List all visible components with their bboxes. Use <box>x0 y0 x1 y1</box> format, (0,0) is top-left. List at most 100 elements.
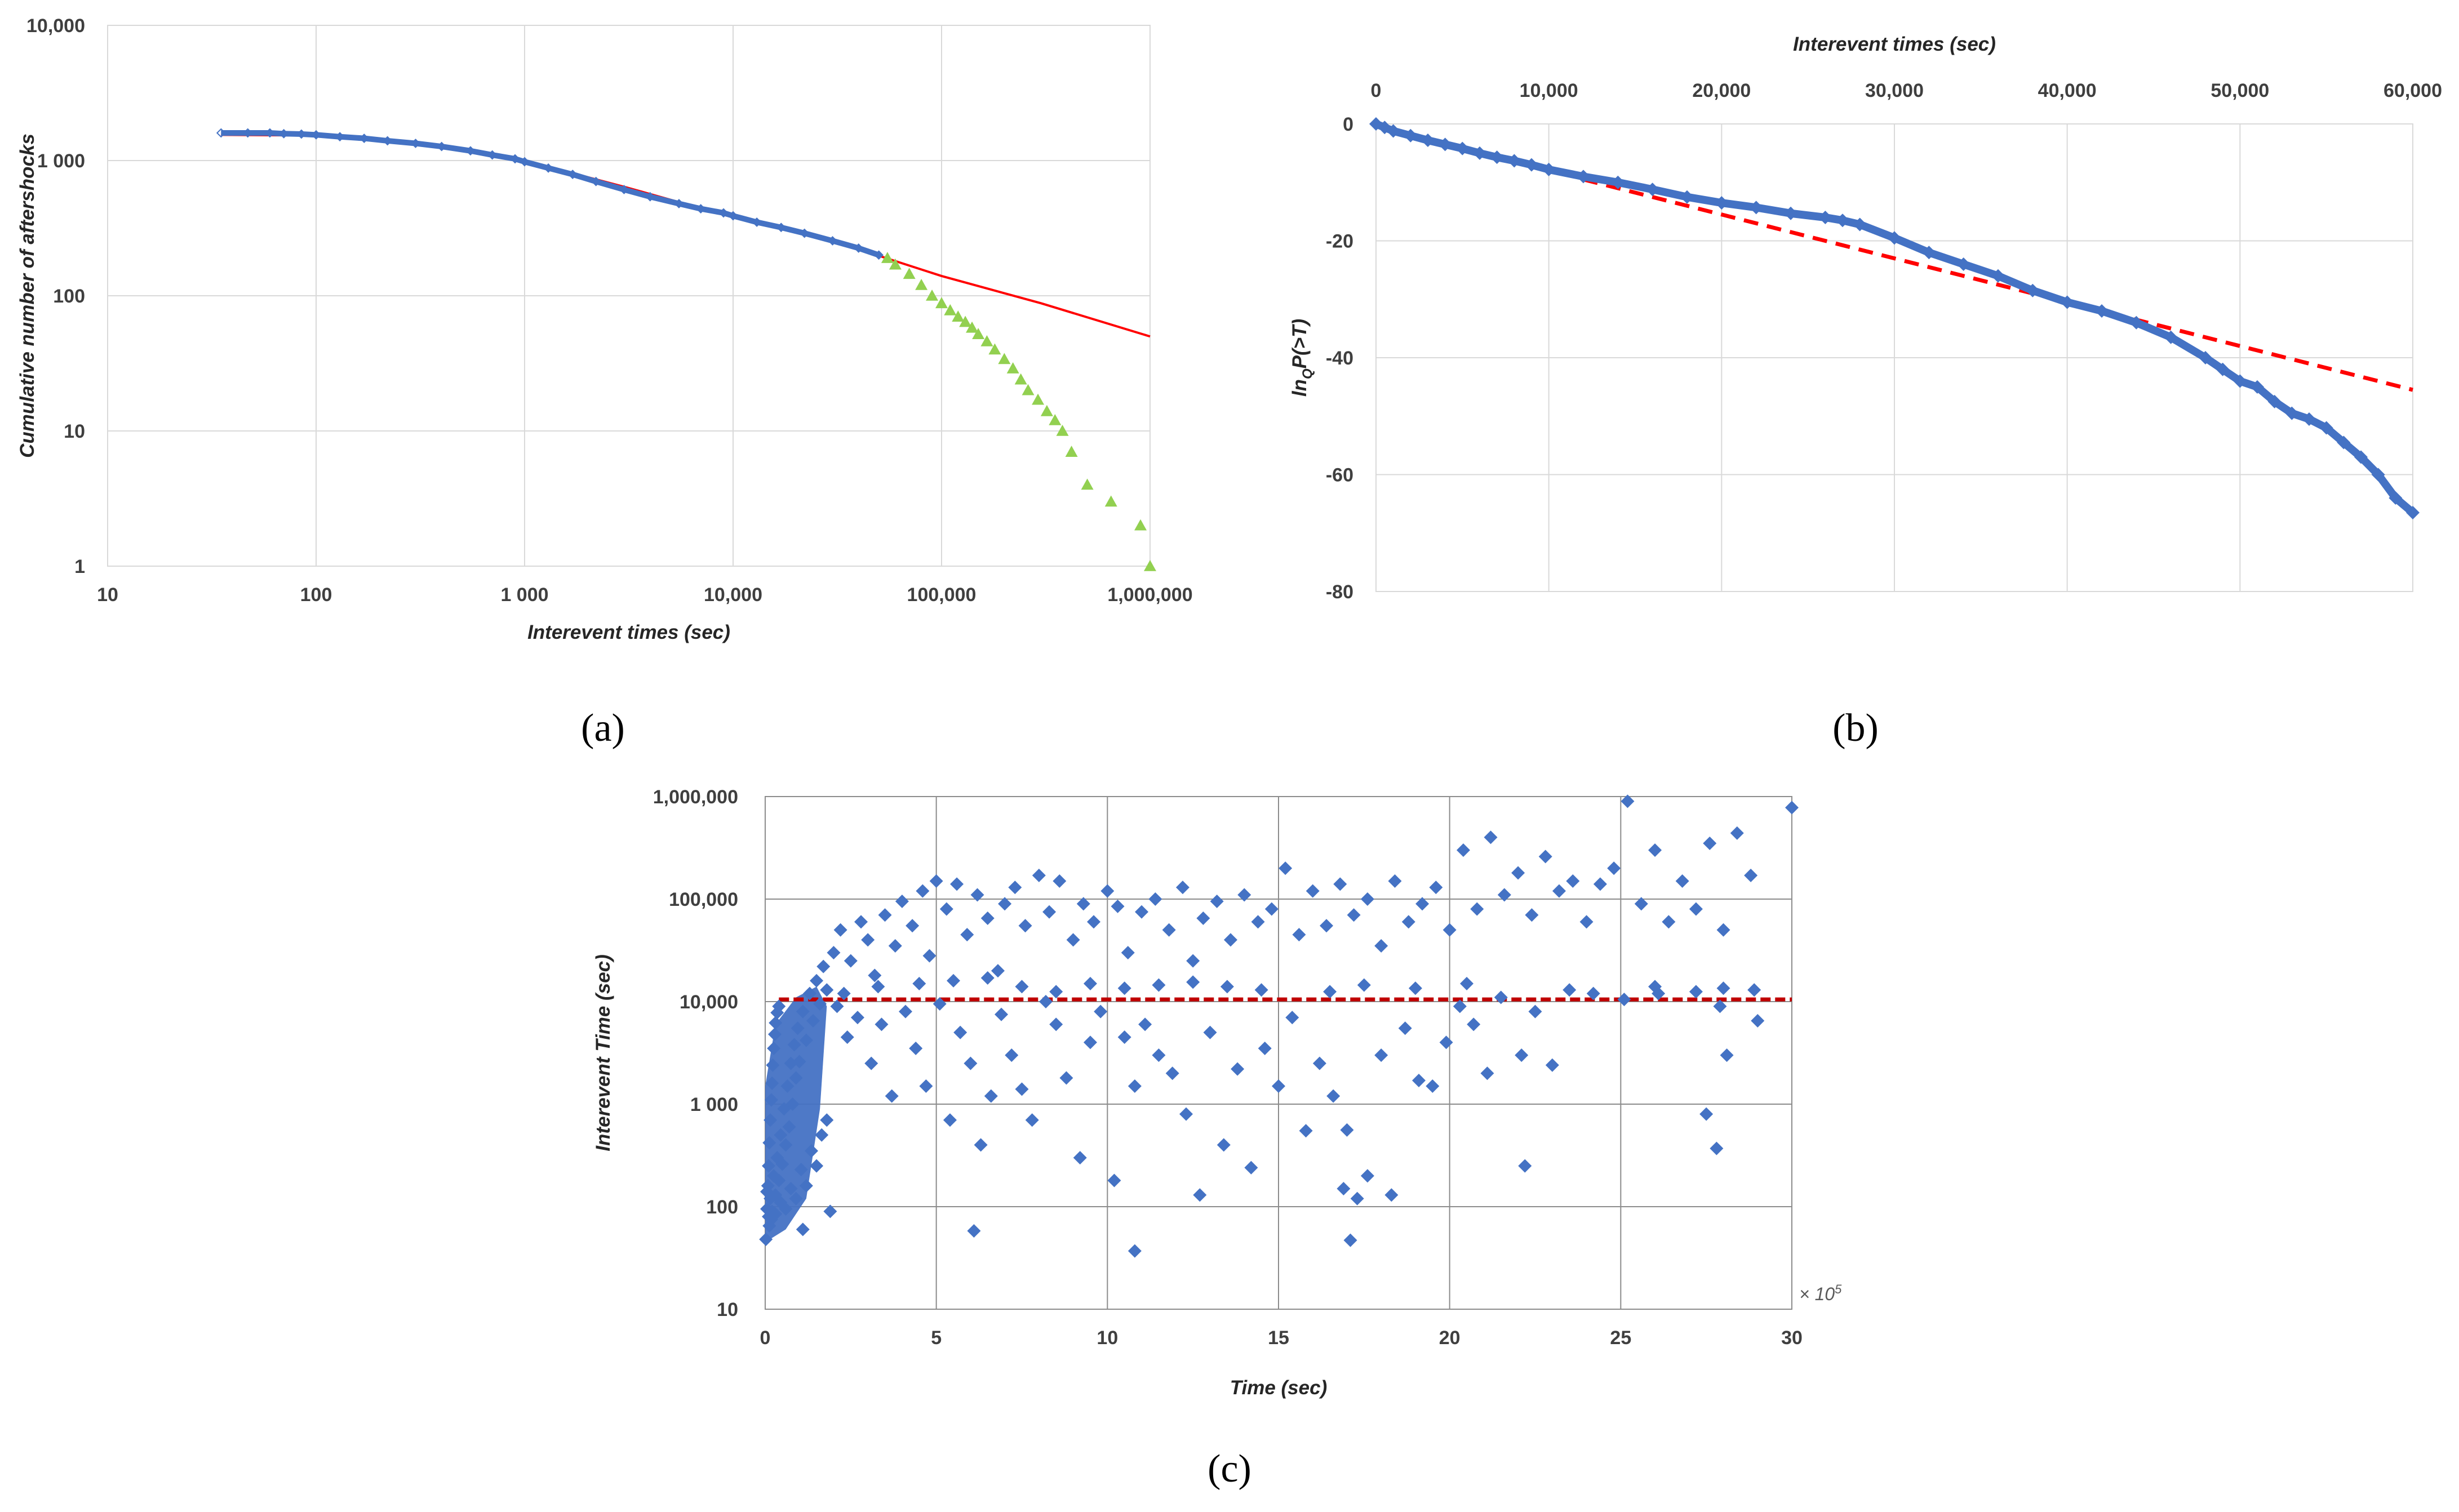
chart-b-observed-point <box>1542 162 1556 176</box>
chart-c-point <box>1008 880 1022 895</box>
chart-a-observed-point <box>383 136 393 146</box>
chart-c-point <box>1699 1107 1714 1121</box>
chart-a-tail-point <box>1104 495 1117 507</box>
chart-c-point <box>1566 874 1580 888</box>
chart-b-y-tick-label: -80 <box>1326 581 1353 603</box>
chart-c-point <box>833 923 847 937</box>
chart-c-point <box>974 1138 988 1152</box>
chart-b-fit-line <box>1583 177 2413 392</box>
chart-a-y-axis-title: Cumulative number of aftershocks <box>16 134 38 458</box>
chart-c-point <box>813 997 827 1011</box>
chart-c-point <box>1689 902 1703 916</box>
chart-c-point <box>1384 1188 1399 1202</box>
chart-c-point <box>1220 980 1234 994</box>
chart-b-y-tick-label: -20 <box>1326 231 1353 252</box>
chart-c-point <box>767 1041 781 1055</box>
chart-c-point <box>1148 892 1162 906</box>
chart-a-tail-point <box>903 268 916 279</box>
chart-a-tail-point <box>966 321 979 333</box>
chart-b-x-ticks: 0 10,000 20,000 30,000 40,000 50,000 60,000 <box>1371 80 2442 101</box>
chart-c-point <box>1032 869 1046 883</box>
chart-b-observed-point <box>2060 295 2074 309</box>
chart-c-point <box>769 1207 783 1221</box>
chart-c-point <box>1223 933 1237 947</box>
chart-a-tail-point <box>889 258 902 270</box>
chart-c-point <box>1015 980 1029 994</box>
chart-a-observed-point <box>279 128 289 139</box>
chart-c-point <box>1528 1004 1542 1019</box>
chart-c-point <box>1350 1191 1364 1206</box>
chart-b-observed-point <box>1749 201 1763 215</box>
chart-c-point <box>1258 1041 1272 1055</box>
chart-a-observed-point <box>543 163 553 173</box>
chart-c-point <box>1264 902 1279 916</box>
chart-c-x-tick-label: 0 <box>760 1327 771 1349</box>
chart-c-point <box>759 1233 773 1247</box>
chart-a-marks <box>216 128 1156 571</box>
chart-b-observed-point <box>1991 269 2005 283</box>
chart-a-observed-point <box>696 204 706 214</box>
chart-a-observed-point <box>854 243 864 253</box>
chart-c-point <box>1607 861 1621 875</box>
chart-c-point <box>1121 946 1135 960</box>
chart-c-point <box>943 1113 957 1127</box>
chart-c-point <box>794 1163 808 1177</box>
chart-c-y-tick-label: 100 <box>706 1197 738 1218</box>
chart-c-point <box>1272 1079 1285 1093</box>
chart-a-observed-point <box>645 192 655 202</box>
chart-c-point <box>1299 1124 1313 1138</box>
chart-b: 0 10,000 20,000 30,000 40,000 50,000 60,000 0 -… <box>1289 33 2442 750</box>
chart-a-tail-point <box>1022 384 1035 395</box>
chart-c-x-multiplier-exp: 5 <box>1835 1282 1842 1296</box>
chart-b-observed-point <box>2354 450 2368 464</box>
chart-c-point <box>1025 1113 1039 1127</box>
chart-c-point <box>1552 884 1566 898</box>
chart-c-point <box>762 1136 776 1150</box>
chart-a: 10 100 1 000 10,000 100,000 1,000,000 1101001… <box>16 15 1193 750</box>
chart-b-observed-point <box>1490 150 1504 164</box>
chart-b-observed-point <box>2216 362 2230 376</box>
chart-b-observed-point <box>2371 468 2385 482</box>
chart-c-point <box>1460 976 1474 990</box>
chart-c-y-tick-label: 100,000 <box>669 889 738 910</box>
chart-a-x-tick-label: 1,000,000 <box>1107 584 1192 606</box>
chart-a-x-tick-label: 10 <box>97 584 118 606</box>
chart-c-y-ticks: 10 100 1 000 10,000 100,000 1,000,000 <box>653 786 738 1320</box>
chart-c-point <box>810 1159 824 1173</box>
chart-c-point <box>772 1173 786 1188</box>
chart-c-point <box>1374 1048 1388 1062</box>
chart-c-point <box>764 1093 778 1107</box>
chart-c-point <box>991 964 1005 978</box>
chart-b-y-axis-title: lnQP(>T) <box>1289 319 1315 397</box>
chart-c-point <box>1042 905 1057 919</box>
chart-c-point <box>895 895 909 909</box>
chart-a-y-tick-label: 1 000 <box>37 150 85 172</box>
chart-c-y-axis-title: Interevent Time (sec) <box>592 954 614 1151</box>
chart-c-point <box>1128 1079 1142 1093</box>
chart-c-point <box>830 999 844 1013</box>
chart-b-y-axis-title-ln: ln <box>1289 379 1311 397</box>
chart-c-point <box>1518 1159 1532 1173</box>
chart-a-y-tick-label: 10 <box>64 421 85 442</box>
chart-c-point <box>1053 874 1067 888</box>
chart-a-observed-point <box>567 170 578 179</box>
chart-c-point <box>1456 843 1470 857</box>
panel-label-c: (c) <box>1208 1447 1251 1491</box>
chart-c-point <box>779 1202 793 1216</box>
chart-b-observed-point <box>1404 128 1418 143</box>
chart-b-x-axis-title: Interevent times (sec) <box>1793 33 1996 55</box>
chart-c-point <box>1320 919 1334 933</box>
chart-c-point <box>815 1128 829 1142</box>
chart-c-point <box>861 933 875 947</box>
chart-c-x-tick-label: 5 <box>931 1327 942 1349</box>
chart-c-point <box>1343 1233 1357 1247</box>
chart-c-point <box>1117 981 1131 995</box>
chart-c-point <box>1648 843 1662 857</box>
chart-a-x-tick-label: 100,000 <box>907 584 977 606</box>
chart-a-tail-point <box>1144 560 1156 571</box>
chart-b-observed-point <box>1853 217 1867 232</box>
chart-c-point <box>1337 1181 1351 1195</box>
chart-c-point <box>1634 897 1648 911</box>
chart-c-point <box>1621 794 1635 808</box>
chart-a-tail-point <box>972 328 985 339</box>
